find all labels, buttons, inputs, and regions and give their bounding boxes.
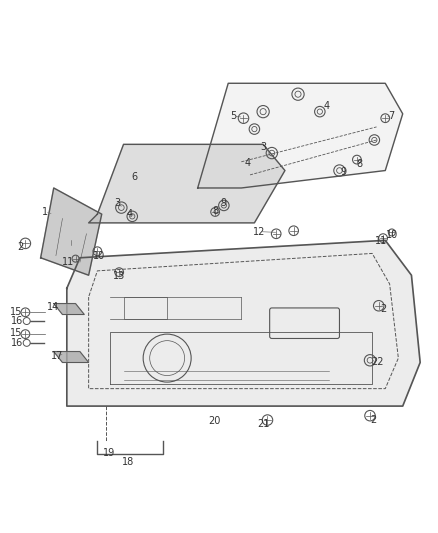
Text: 6: 6	[131, 172, 137, 182]
Text: 21: 21	[256, 419, 268, 430]
Text: 2: 2	[379, 304, 385, 314]
Text: 1: 1	[42, 207, 48, 217]
Polygon shape	[197, 83, 402, 188]
Text: 16: 16	[11, 338, 23, 348]
Polygon shape	[53, 304, 84, 314]
Text: 11: 11	[61, 257, 74, 266]
Text: 12: 12	[253, 227, 265, 237]
Text: 8: 8	[355, 158, 361, 168]
Text: 19: 19	[103, 448, 116, 458]
Text: 9: 9	[220, 198, 226, 208]
Polygon shape	[67, 240, 419, 406]
Bar	[123, 297, 167, 319]
Text: 14: 14	[46, 302, 59, 312]
Text: 11: 11	[374, 236, 386, 246]
Text: 2: 2	[369, 415, 375, 425]
Text: 22: 22	[370, 358, 383, 367]
Polygon shape	[88, 144, 284, 223]
Text: 18: 18	[121, 457, 134, 467]
Text: 7: 7	[388, 111, 394, 121]
Text: 8: 8	[212, 206, 218, 216]
Text: 4: 4	[127, 209, 133, 219]
Text: 15: 15	[10, 328, 22, 338]
Text: 16: 16	[11, 317, 23, 327]
Circle shape	[23, 340, 30, 346]
Text: 3: 3	[259, 142, 265, 151]
Text: 2: 2	[17, 242, 23, 252]
Text: 20: 20	[208, 416, 220, 426]
Text: 4: 4	[244, 158, 251, 168]
Text: 15: 15	[10, 307, 22, 317]
Polygon shape	[41, 188, 102, 275]
Polygon shape	[53, 352, 88, 362]
Text: 4: 4	[322, 101, 328, 111]
Text: 10: 10	[385, 230, 397, 240]
Text: 13: 13	[113, 271, 125, 281]
Text: 9: 9	[340, 167, 346, 177]
Circle shape	[23, 318, 30, 325]
Text: 3: 3	[114, 198, 120, 208]
Text: 10: 10	[93, 251, 106, 261]
Text: 5: 5	[230, 111, 236, 121]
Text: 17: 17	[50, 351, 63, 361]
